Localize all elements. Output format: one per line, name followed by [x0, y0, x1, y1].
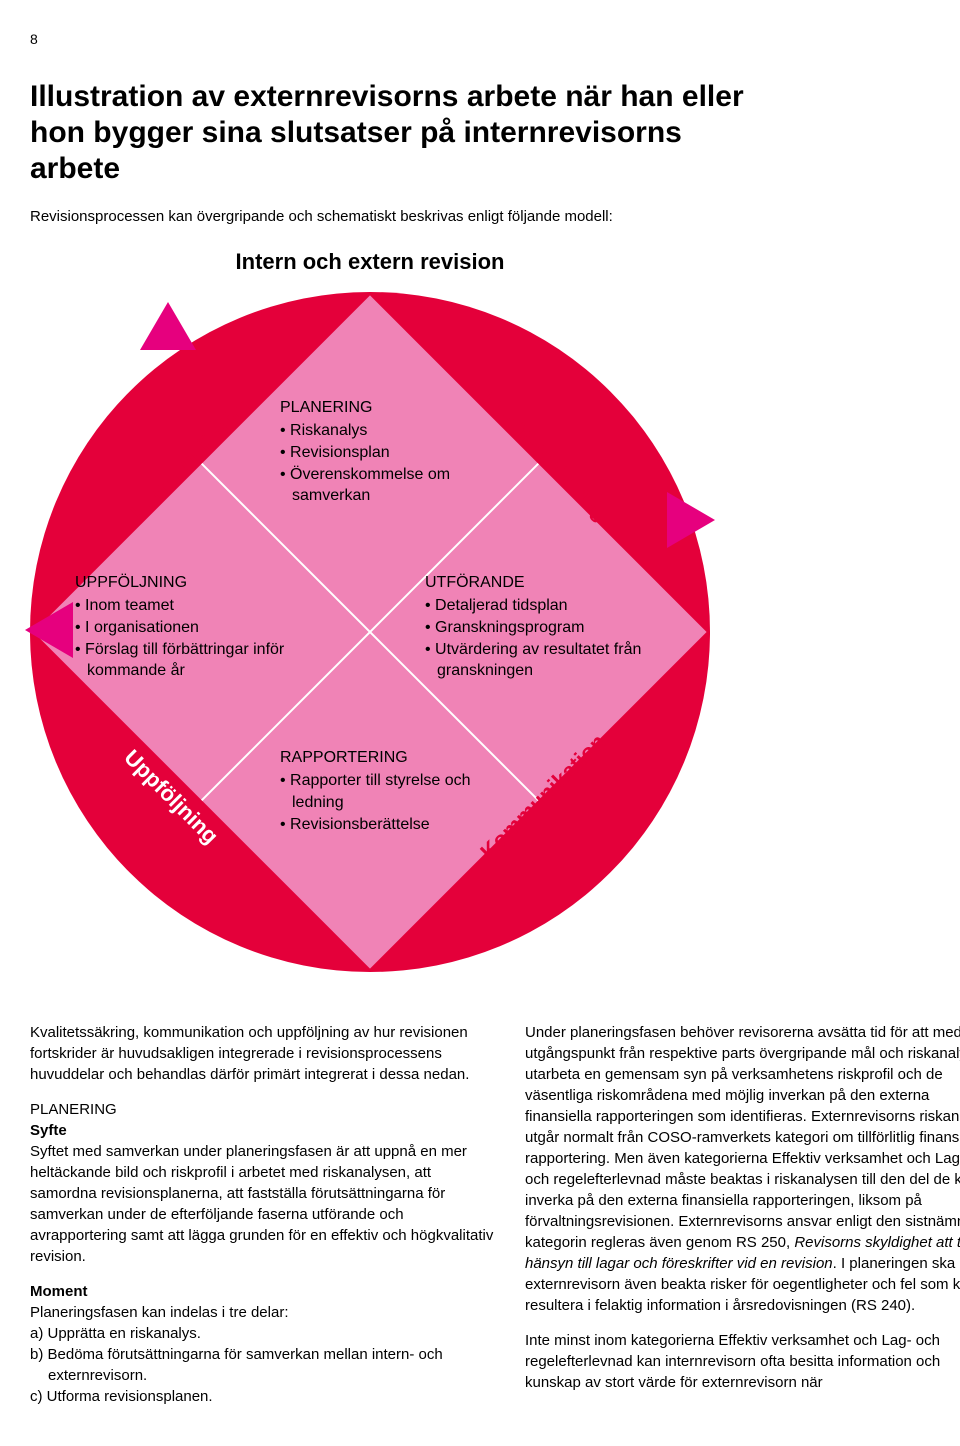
list-item: Revisionsplan: [280, 442, 480, 464]
right-column: Under planeringsfasen behöver revisorern…: [525, 1022, 960, 1421]
triangle-icon: [667, 492, 715, 548]
cell-title: RAPPORTERING: [280, 747, 490, 769]
body-paragraph: Planeringsfasen kan indelas i tre delar:: [30, 1304, 289, 1321]
cell-title: PLANERING: [280, 397, 480, 419]
text-run: Under planeringsfasen behöver revisorern…: [525, 1024, 960, 1251]
process-diagram: Kommunikation Kvalitetssäkring Uppföljni…: [30, 292, 710, 972]
list-item: Granskningsprogram: [425, 617, 675, 639]
body-paragraph: Kvalitetssäkring, kommunikation och uppf…: [30, 1022, 495, 1085]
body-paragraph: Under planeringsfasen behöver revisorern…: [525, 1022, 960, 1316]
list-item: Detaljerad tidsplan: [425, 595, 675, 617]
list-item: Förslag till förbättringar inför kommand…: [75, 639, 305, 682]
left-column: Kvalitetssäkring, kommunikation och uppf…: [30, 1022, 495, 1421]
intro-text: Revisionsprocessen kan övergripande och …: [30, 207, 730, 227]
list-item: I organisationen: [75, 617, 305, 639]
list-item: Revisionsberättelse: [280, 814, 490, 836]
section-heading: PLANERING: [30, 1101, 117, 1118]
list-item: b) Bedöma förutsättningarna för samverka…: [30, 1344, 495, 1386]
cell-title: UTFÖRANDE: [425, 572, 675, 594]
cell-list: Detaljerad tidsplanGranskningsprogramUtv…: [425, 595, 675, 681]
subheading: Syfte: [30, 1122, 67, 1139]
list-item: Överenskommelse om samverkan: [280, 464, 480, 507]
list-item: Utvärdering av resultatet från gransknin…: [425, 639, 675, 682]
cell-list: Rapporter till styrelse och ledningRevis…: [280, 770, 490, 835]
page-number: 8: [30, 30, 960, 49]
list-item: a) Upprätta en riskanalys.: [30, 1323, 495, 1344]
list-item: Inom teamet: [75, 595, 305, 617]
cell-planering: PLANERING RiskanalysRevisionsplanÖverens…: [280, 397, 480, 507]
triangle-icon: [25, 602, 73, 658]
body-paragraph: Inte minst inom kategorierna Effektiv ve…: [525, 1330, 960, 1393]
body-paragraph: Syftet med samverkan under planeringsfas…: [30, 1143, 493, 1265]
cell-rapportering: RAPPORTERING Rapporter till styrelse och…: [280, 747, 490, 835]
cell-utforande: UTFÖRANDE Detaljerad tidsplanGransknings…: [425, 572, 675, 682]
moment-list: a) Upprätta en riskanalys.b) Bedöma föru…: [30, 1323, 495, 1407]
list-item: Riskanalys: [280, 420, 480, 442]
cell-list: Inom teametI organisationenFörslag till …: [75, 595, 305, 681]
triangle-icon: [140, 302, 196, 350]
list-item: c) Utforma revisionsplanen.: [30, 1386, 495, 1407]
list-item: Rapporter till styrelse och ledning: [280, 770, 490, 813]
cell-title: UPPFÖLJNING: [75, 572, 305, 594]
page-title: Illustration av externrevisorns arbete n…: [30, 79, 750, 187]
diagram-title: Intern och extern revision: [30, 247, 710, 277]
cell-list: RiskanalysRevisionsplanÖverenskommelse o…: [280, 420, 480, 506]
subheading: Moment: [30, 1283, 88, 1300]
body-columns: Kvalitetssäkring, kommunikation och uppf…: [30, 1022, 960, 1421]
cell-uppfoljning: UPPFÖLJNING Inom teametI organisationenF…: [75, 572, 305, 682]
